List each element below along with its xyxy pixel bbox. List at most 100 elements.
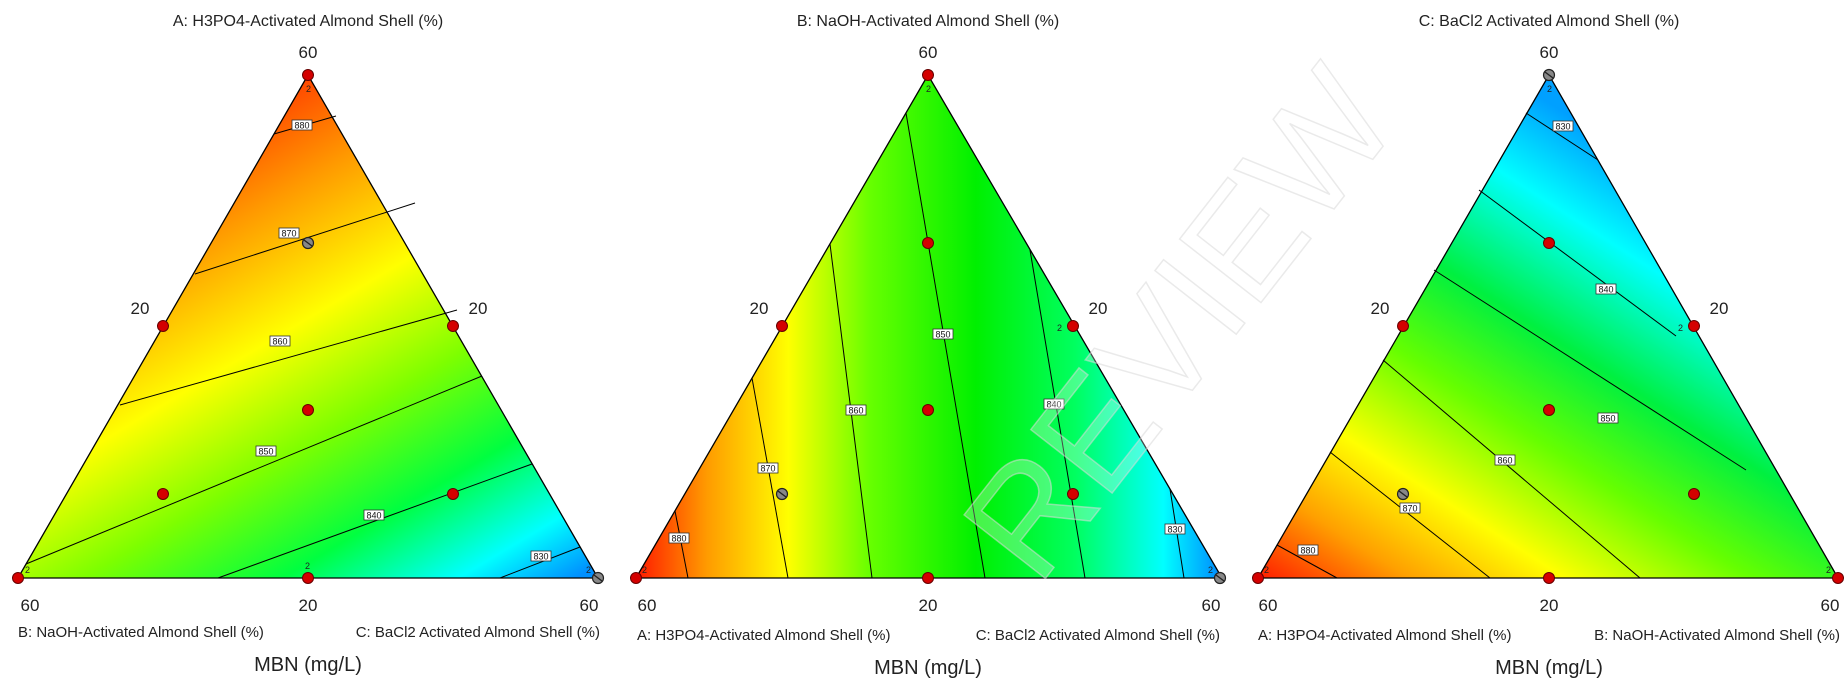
svg-text:880: 880 [294,121,309,131]
vertex-label-bottom-left: B: NaOH-Activated Almond Shell (%) [18,624,264,641]
svg-text:840: 840 [1046,400,1061,410]
design-points [12,69,605,585]
ternary-chart-b: B: NaOH-Activated Almond Shell (%) 880 8… [630,13,1227,679]
design-point [1397,320,1409,332]
design-point [157,320,169,332]
svg-text:870: 870 [281,229,296,239]
vertex-value-bottom-right: 60 [580,596,599,615]
design-point [922,404,934,416]
replicate-marker: 2 [25,565,30,575]
svg-text:830: 830 [533,552,548,562]
svg-text:830: 830 [1167,525,1182,535]
optimum-point [1542,68,1556,82]
vertex-value-bottom-right: 60 [1821,596,1840,615]
design-point [630,572,642,584]
axis-tick-bottom: 20 [919,596,938,615]
contour-label: 850 [1597,412,1619,424]
svg-text:880: 880 [1300,546,1315,556]
design-point [1543,572,1555,584]
axis-tick-bottom: 20 [1540,596,1559,615]
contour-label: 840 [363,509,385,521]
response-label: MBN (mg/L) [874,657,982,679]
response-label: MBN (mg/L) [1495,657,1603,679]
optimum-point [775,487,789,501]
ternary-chart-c: C: BaCl2 Activated Almond Shell (%) 830 … [1252,13,1844,679]
contour-label: 860 [845,404,867,416]
svg-text:860: 860 [1497,456,1512,466]
chart-title: B: NaOH-Activated Almond Shell (%) [797,13,1059,30]
vertex-label-bottom-left: A: H3PO4-Activated Almond Shell (%) [1258,627,1511,644]
contour-label: 870 [1399,502,1421,514]
replicate-marker: 2 [306,84,311,94]
svg-text:840: 840 [366,511,381,521]
design-point [776,320,788,332]
contour-label: 830 [1164,523,1186,535]
contour-line-860 [119,309,458,406]
vertex-value-bottom-right: 60 [1202,596,1221,615]
contour-line-870 [1329,451,1491,579]
contour-line-880 [674,510,689,579]
replicate-marker: 2 [926,84,931,94]
axis-tick-left: 20 [131,299,150,318]
design-point [447,488,459,500]
ternary-chart-a: A: H3PO4-Activated Almond Shell (%) 880 … [12,13,605,676]
design-point [1688,320,1700,332]
svg-text:860: 860 [848,406,863,416]
axis-tick-right: 20 [469,299,488,318]
contour-line-830 [499,546,581,579]
replicate-marker: 2 [586,565,591,575]
vertex-value-bottom-left: 60 [638,596,657,615]
ternary-surface [16,73,600,579]
contour-label: 860 [1494,454,1516,466]
design-points [1252,68,1844,584]
design-point [157,488,169,500]
design-point [302,572,314,584]
design-point [1252,572,1264,584]
design-point [1067,320,1079,332]
axis-tick-left: 20 [1371,299,1390,318]
svg-text:880: 880 [671,534,686,544]
design-point [302,69,314,81]
contour-line-850 [905,112,986,579]
vertex-label-bottom-right: C: BaCl2 Activated Almond Shell (%) [976,627,1220,644]
contour-line-880 [1276,544,1338,579]
svg-text:830: 830 [1555,122,1570,132]
axis-tick-left: 20 [750,299,769,318]
design-point [1688,488,1700,500]
design-point [922,572,934,584]
axis-tick-right: 20 [1710,299,1729,318]
optimum-point [591,571,605,585]
contour-label: 840 [1595,283,1617,295]
vertex-value-top: 60 [299,43,318,62]
svg-text:870: 870 [1402,504,1417,514]
design-point [302,404,314,416]
design-point [1067,488,1079,500]
contour-label: 850 [255,445,277,457]
contour-label: 870 [278,227,300,239]
design-point [1832,572,1844,584]
contour-line-840 [217,463,533,579]
design-point [922,69,934,81]
svg-text:870: 870 [760,464,775,474]
design-point [922,237,934,249]
contour-label: 870 [757,462,779,474]
replicate-marker: 2 [642,565,647,575]
vertex-value-bottom-left: 60 [21,596,40,615]
contour-label: 860 [269,335,291,347]
response-label: MBN (mg/L) [254,654,362,676]
design-point [447,320,459,332]
chart-title: A: H3PO4-Activated Almond Shell (%) [173,13,443,30]
svg-text:840: 840 [1598,285,1613,295]
contour-label: 850 [932,328,954,340]
contour-line-840 [1478,189,1677,337]
contour-labels: 880 870 860 850 840 830 [255,119,552,562]
contour-line-830 [1525,112,1599,161]
vertex-label-bottom-right: C: BaCl2 Activated Almond Shell (%) [356,624,600,641]
contour-line-860 [1382,359,1641,579]
design-point [12,572,24,584]
contour-lines [1276,112,1747,579]
contour-lines [25,115,581,579]
contour-line-870 [751,377,789,579]
design-points [630,69,1227,585]
